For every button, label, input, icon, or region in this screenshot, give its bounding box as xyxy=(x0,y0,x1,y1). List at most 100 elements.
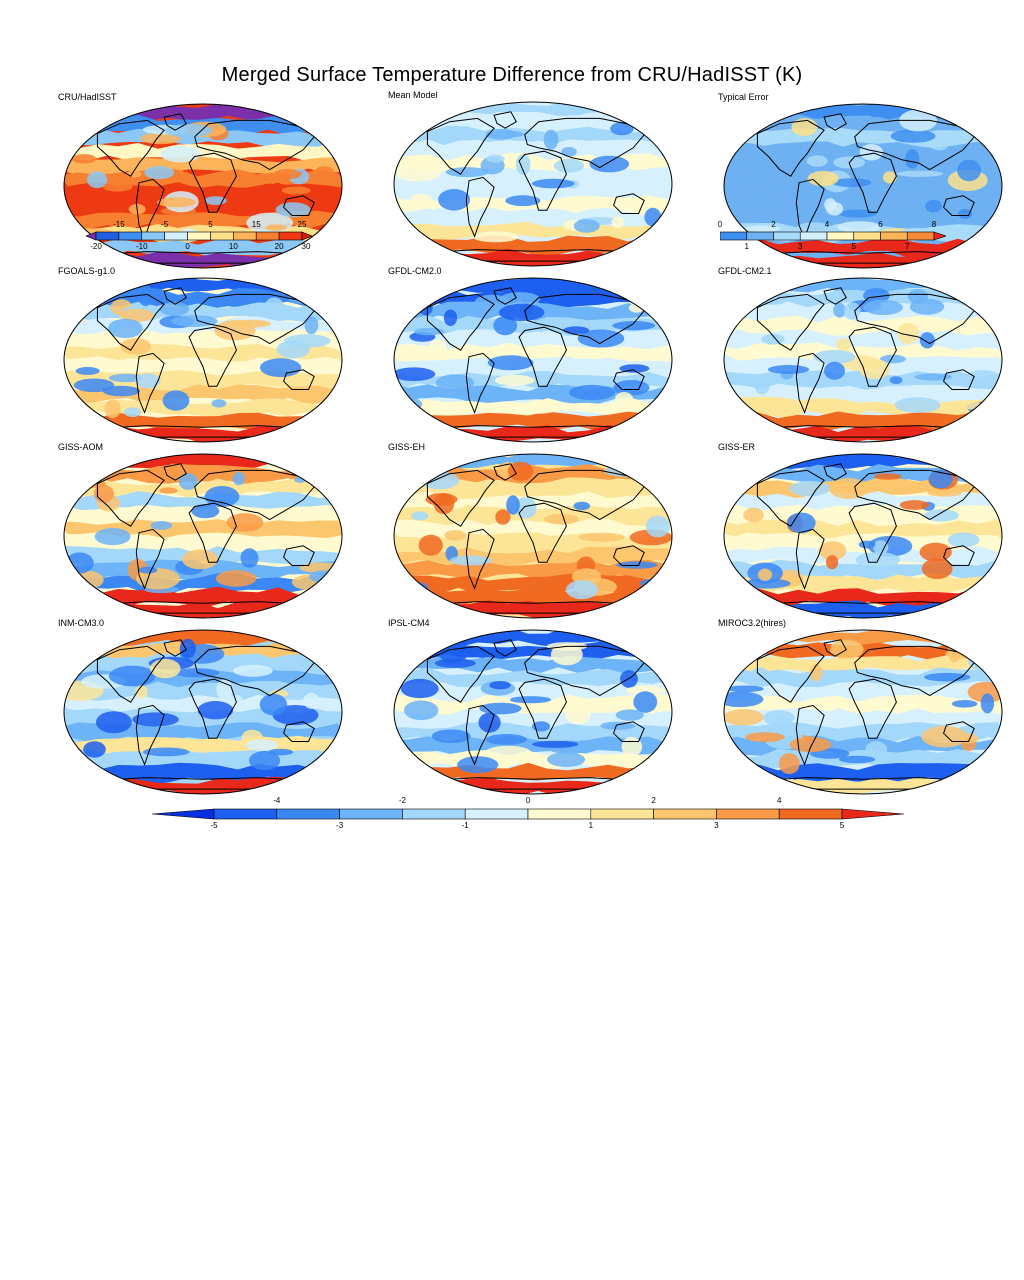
field-patch xyxy=(958,400,981,410)
field-patch xyxy=(809,664,823,682)
field-patch xyxy=(882,171,897,184)
field-patch xyxy=(838,209,877,218)
global-map xyxy=(393,629,673,795)
coastline xyxy=(163,463,187,481)
coastline xyxy=(795,704,825,766)
panel-label: MIROC3.2(hires) xyxy=(718,618,787,628)
global-map xyxy=(63,453,343,619)
field-patch xyxy=(102,385,141,397)
field-patch xyxy=(626,685,666,696)
field-patch xyxy=(215,570,257,587)
field-patch xyxy=(894,397,941,413)
field-patch xyxy=(216,679,233,701)
coastline xyxy=(854,293,975,345)
map-outline xyxy=(63,453,343,619)
field-patch xyxy=(119,308,154,322)
coastline xyxy=(283,369,315,390)
coastline xyxy=(194,469,315,521)
field-patch xyxy=(449,555,492,566)
field-patch xyxy=(980,693,995,714)
map-panel: MIROC3.2(hires) xyxy=(718,618,1018,795)
field-patch xyxy=(407,582,429,597)
field-patch xyxy=(443,309,458,327)
latitude-band xyxy=(64,141,342,162)
latitude-band xyxy=(394,667,672,689)
field-patch xyxy=(249,751,281,771)
colorbar-low-arrow xyxy=(86,231,97,241)
field-patch xyxy=(394,367,436,381)
coastline xyxy=(795,528,825,590)
map-panel: FGOALS-g1.0 xyxy=(58,266,358,443)
colorbar-tick-label: -5 xyxy=(210,821,218,830)
colorbar-tick-label: 30 xyxy=(301,242,311,251)
colorbar-swatch xyxy=(826,231,855,241)
field-patch xyxy=(907,289,929,304)
panel-label: GFDL-CM2.1 xyxy=(718,266,772,276)
colorbar-tick-label: 5 xyxy=(208,220,213,229)
field-patch xyxy=(919,332,935,349)
latitude-band xyxy=(394,694,672,716)
colorbar-swatches xyxy=(86,231,312,241)
field-patch xyxy=(813,350,856,364)
coastline xyxy=(493,639,517,657)
coastline xyxy=(823,287,847,305)
coastline xyxy=(163,287,187,305)
field-patch xyxy=(314,166,335,181)
colorbar-tick-label: 4 xyxy=(824,220,830,229)
coastline xyxy=(756,293,825,351)
colorbar-swatch xyxy=(187,231,211,241)
field-patch xyxy=(890,129,936,143)
colorbar-swatch xyxy=(95,231,120,241)
field-patch xyxy=(182,549,219,570)
field-patch xyxy=(957,159,982,182)
field-patch xyxy=(400,678,439,699)
coastline xyxy=(613,193,645,214)
field-patch xyxy=(927,489,963,497)
field-patch xyxy=(818,541,847,561)
colorbar-tick-label: -2 xyxy=(398,796,406,805)
colorbar-swatches xyxy=(152,808,904,820)
coastline xyxy=(524,293,645,345)
coastline xyxy=(493,111,517,129)
coastline xyxy=(518,150,567,211)
colorbar-tick-label: -20 xyxy=(90,242,102,251)
field-patch xyxy=(880,354,906,364)
colorbar-swatch xyxy=(278,231,303,241)
coastline xyxy=(96,119,165,177)
field-patch xyxy=(724,691,764,708)
field-patch xyxy=(404,700,439,721)
panel-label: GISS-ER xyxy=(718,442,756,452)
coastline xyxy=(854,645,975,697)
map-panel: GISS-EH xyxy=(388,442,688,619)
coastline xyxy=(613,721,645,742)
field-patch xyxy=(873,540,889,555)
field-patch xyxy=(767,365,810,374)
field-patch xyxy=(132,712,179,727)
field-patch xyxy=(276,340,310,359)
field-patch xyxy=(838,755,876,764)
map-panel: CRU/HadISST xyxy=(58,92,358,269)
field-patch xyxy=(171,315,218,327)
field-patch xyxy=(264,297,284,316)
field-patch xyxy=(743,507,764,522)
field-patch xyxy=(394,397,423,412)
field-patch xyxy=(642,290,669,307)
coastline xyxy=(163,639,187,657)
colorbar-tick-label: -3 xyxy=(336,821,344,830)
field-patch xyxy=(837,221,881,233)
field-patch xyxy=(544,513,579,525)
colorbar-tick-label: 0 xyxy=(525,796,531,805)
colorbar-tick-label: -15 xyxy=(113,220,125,229)
coastline xyxy=(426,293,495,351)
colorbar-tick-label: 5 xyxy=(839,821,845,830)
field-patch xyxy=(498,303,545,321)
field-patch xyxy=(138,284,153,307)
field-patch xyxy=(71,154,97,164)
field-patch xyxy=(565,580,599,600)
map-outline xyxy=(393,101,673,267)
coastline xyxy=(283,195,315,216)
coastline xyxy=(426,469,495,527)
field-patch xyxy=(265,224,288,231)
field-patch xyxy=(745,225,781,232)
field-patch xyxy=(967,650,998,671)
